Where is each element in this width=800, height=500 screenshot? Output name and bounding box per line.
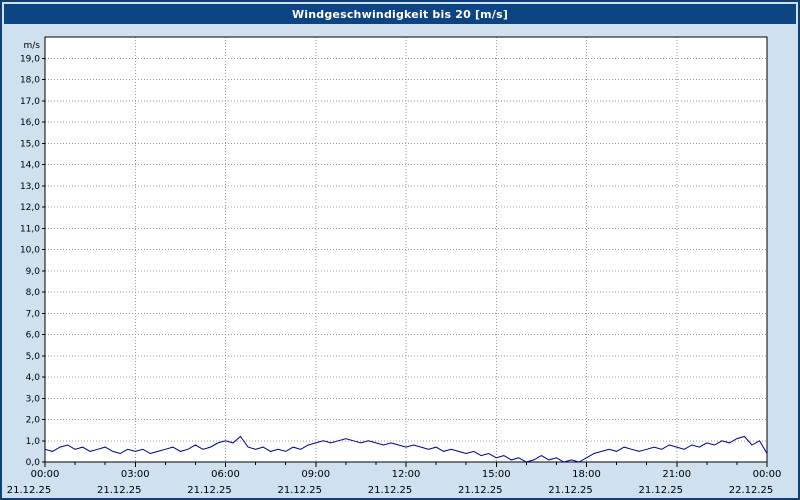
x-tick-time-label: 03:00 [121,469,150,480]
y-tick-label: 11,0 [20,224,40,234]
y-tick-label: 9,0 [26,267,41,277]
y-tick-label: 12,0 [20,203,40,213]
x-tick-time-label: 06:00 [211,469,240,480]
x-tick-time-label: 00:00 [31,469,60,480]
y-tick-label: 5,0 [26,352,41,362]
y-tick-label: 19,0 [20,54,40,64]
y-tick-label: 16,0 [20,118,40,128]
y-tick-label: 17,0 [20,97,40,107]
x-tick-time-label: 18:00 [572,469,601,480]
x-tick-time-label: 15:00 [482,469,511,480]
x-tick-date-label: 21.12.25 [638,485,683,496]
x-tick-time-label: 21:00 [662,469,691,480]
y-tick-label: 8,0 [26,288,41,298]
y-tick-label: 7,0 [26,309,41,319]
x-tick-time-label: 00:00 [753,469,782,480]
y-tick-label: 6,0 [26,331,41,341]
chart-title: Windgeschwindigkeit bis 20 [m/s] [4,4,796,24]
x-tick-time-label: 09:00 [301,469,330,480]
x-tick-date-label: 21.12.25 [97,485,142,496]
y-tick-label: 4,0 [26,373,41,383]
y-tick-label: 3,0 [26,394,41,404]
y-tick-label: 15,0 [20,139,40,149]
y-axis-unit-label: m/s [24,41,41,51]
y-tick-label: 0,0 [26,458,41,468]
x-tick-date-label: 21.12.25 [368,485,413,496]
wind-speed-line [44,435,768,463]
x-tick-date-label: 21.12.25 [7,485,52,496]
x-tick-date-label: 22.12.25 [729,485,774,496]
y-tick-label: 18,0 [20,76,40,86]
x-tick-time-label: 12:00 [392,469,421,480]
y-tick-label: 1,0 [26,437,41,447]
x-tick-date-label: 21.12.25 [458,485,503,496]
x-tick-date-label: 21.12.25 [187,485,232,496]
x-tick-date-label: 21.12.25 [548,485,593,496]
y-tick-label: 14,0 [20,161,40,171]
y-tick-label: 10,0 [20,246,40,256]
y-tick-label: 2,0 [26,416,41,426]
x-tick-date-label: 21.12.25 [277,485,322,496]
y-tick-label: 13,0 [20,182,40,192]
